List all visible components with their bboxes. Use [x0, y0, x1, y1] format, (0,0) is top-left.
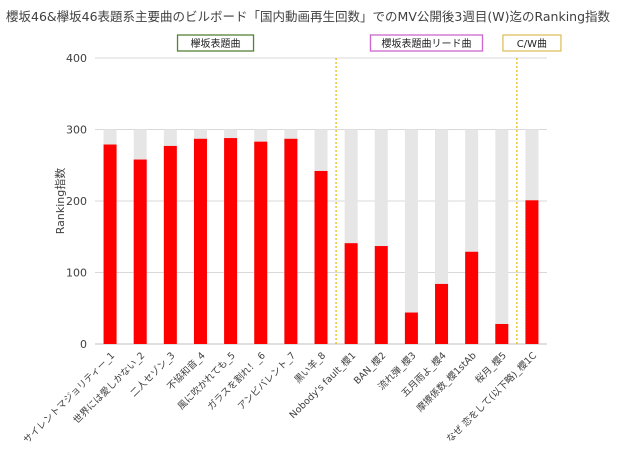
bar-value — [314, 170, 328, 344]
y-tick-label: 200 — [66, 195, 87, 208]
bar-background — [404, 129, 418, 344]
group-labels: 欅坂表題曲 櫻坂表題曲リード曲 C/W曲 — [176, 34, 562, 52]
y-tick-labels: 0 100 200 300 400 — [66, 52, 87, 351]
x-tick-labels: サイレントマジョリティー_1世界には愛しかない_2二人セゾン_3不協和音_4風に… — [22, 349, 540, 446]
bars — [103, 129, 539, 344]
bar-value — [284, 138, 298, 344]
group-label: 欅坂表題曲 — [191, 37, 241, 50]
y-tick-label: 100 — [66, 267, 87, 280]
bar-value — [374, 246, 388, 344]
bar-value — [435, 283, 449, 344]
group-label: C/W曲 — [517, 38, 547, 50]
bar-value — [465, 251, 479, 344]
bar-value — [224, 138, 238, 344]
bar-value — [495, 323, 509, 344]
bar-background — [495, 129, 509, 344]
bar-value — [193, 138, 207, 344]
bar-value — [404, 312, 418, 344]
y-axis-title: Ranking指数 — [53, 168, 67, 235]
bar-value — [103, 144, 117, 344]
y-tick-label: 400 — [66, 52, 87, 65]
bar-value — [254, 141, 268, 344]
group-label: 櫻坂表題曲リード曲 — [381, 37, 471, 50]
x-tick-label: アンビバレント_7 — [236, 350, 298, 412]
bar-value — [133, 159, 147, 344]
group-label-box — [369, 34, 484, 52]
bar-value — [163, 145, 177, 344]
y-tick-label: 0 — [80, 338, 87, 351]
group-label-box — [502, 34, 562, 52]
bar-value — [525, 200, 539, 344]
chart-title: 櫻坂46&欅坂46表題系主要曲のビルボード「国内動画再生回数」でのMV公開後3週… — [6, 9, 611, 24]
group-label-box — [176, 34, 255, 52]
bar-value — [344, 243, 358, 344]
y-tick-label: 300 — [66, 124, 87, 137]
